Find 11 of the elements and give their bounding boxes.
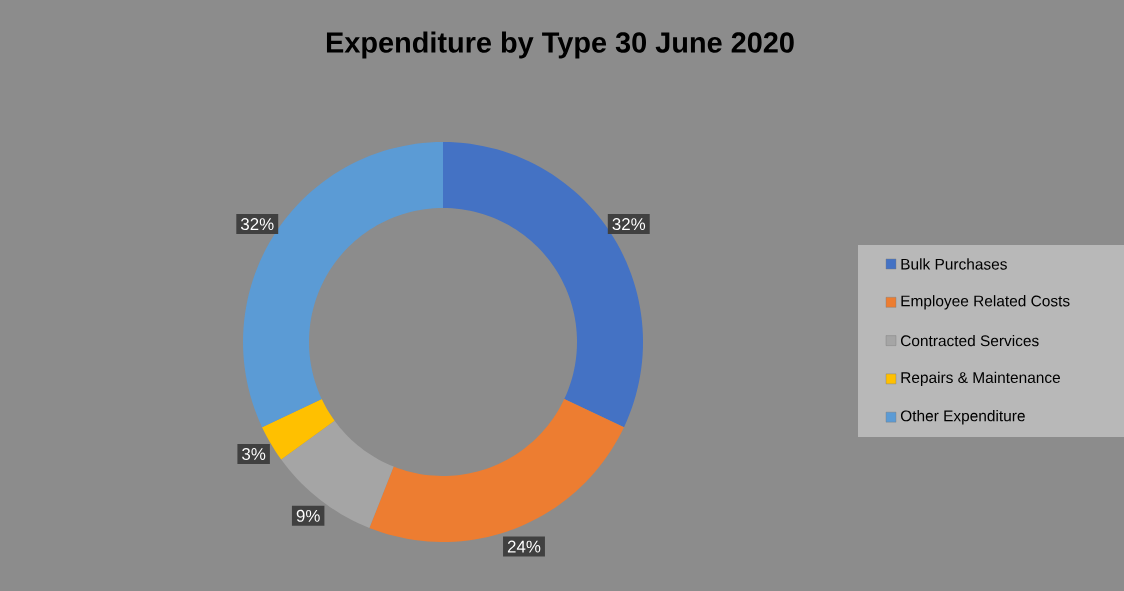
data-label: 9% xyxy=(296,509,320,522)
data-label: 32% xyxy=(240,218,274,231)
legend-label: Other Expenditure xyxy=(900,409,1025,425)
legend-label: Bulk Purchases xyxy=(901,258,1007,270)
legend-label: Employee Related Costs xyxy=(901,295,1070,310)
legend-label: Contracted Services xyxy=(900,334,1039,347)
data-label: 3% xyxy=(242,447,266,460)
data-label: 32% xyxy=(612,218,646,231)
legend-label: Repairs & Maintenance xyxy=(901,371,1060,387)
data-label: 24% xyxy=(507,540,541,553)
chart-title: Expenditure by Type 30 June 2020 xyxy=(326,31,794,59)
